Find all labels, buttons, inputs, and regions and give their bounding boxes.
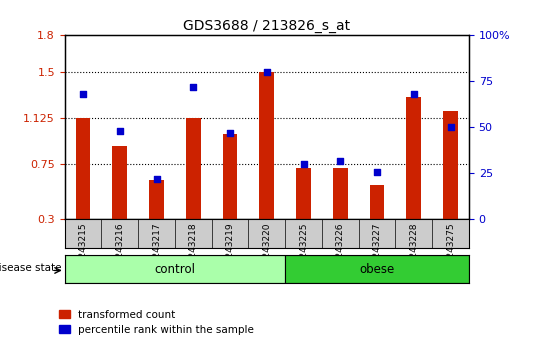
Point <box>299 161 308 167</box>
Text: GSM243218: GSM243218 <box>189 222 198 277</box>
Text: GSM243216: GSM243216 <box>115 222 125 277</box>
Point <box>79 91 87 97</box>
Point <box>115 128 124 134</box>
Point <box>410 91 418 97</box>
Bar <box>75 118 91 219</box>
Text: GSM243217: GSM243217 <box>152 222 161 277</box>
Point <box>226 130 234 136</box>
Text: GSM243225: GSM243225 <box>299 222 308 277</box>
Text: GSM243226: GSM243226 <box>336 222 345 277</box>
Text: GSM243220: GSM243220 <box>262 222 271 277</box>
Text: GSM243219: GSM243219 <box>225 222 234 277</box>
Text: disease state: disease state <box>0 263 61 273</box>
Bar <box>333 168 348 219</box>
Bar <box>223 133 237 219</box>
Text: GSM243215: GSM243215 <box>79 222 87 277</box>
Text: control: control <box>155 263 196 275</box>
FancyBboxPatch shape <box>285 255 469 283</box>
Point <box>446 125 455 130</box>
Text: GSM243228: GSM243228 <box>409 222 418 277</box>
FancyBboxPatch shape <box>65 255 285 283</box>
Text: GSM243275: GSM243275 <box>446 222 455 277</box>
Bar <box>186 118 201 219</box>
Bar <box>113 146 127 219</box>
Text: obese: obese <box>360 263 395 275</box>
Point <box>373 169 382 175</box>
Point <box>152 176 161 182</box>
Bar <box>370 185 384 219</box>
Bar <box>406 97 421 219</box>
Bar <box>149 180 164 219</box>
Bar <box>296 168 311 219</box>
Text: GSM243227: GSM243227 <box>372 222 382 277</box>
Bar <box>259 72 274 219</box>
Bar <box>443 112 458 219</box>
Legend: transformed count, percentile rank within the sample: transformed count, percentile rank withi… <box>59 309 254 335</box>
Point <box>336 158 344 164</box>
Point <box>262 69 271 75</box>
Point <box>189 84 198 90</box>
Title: GDS3688 / 213826_s_at: GDS3688 / 213826_s_at <box>183 19 350 33</box>
